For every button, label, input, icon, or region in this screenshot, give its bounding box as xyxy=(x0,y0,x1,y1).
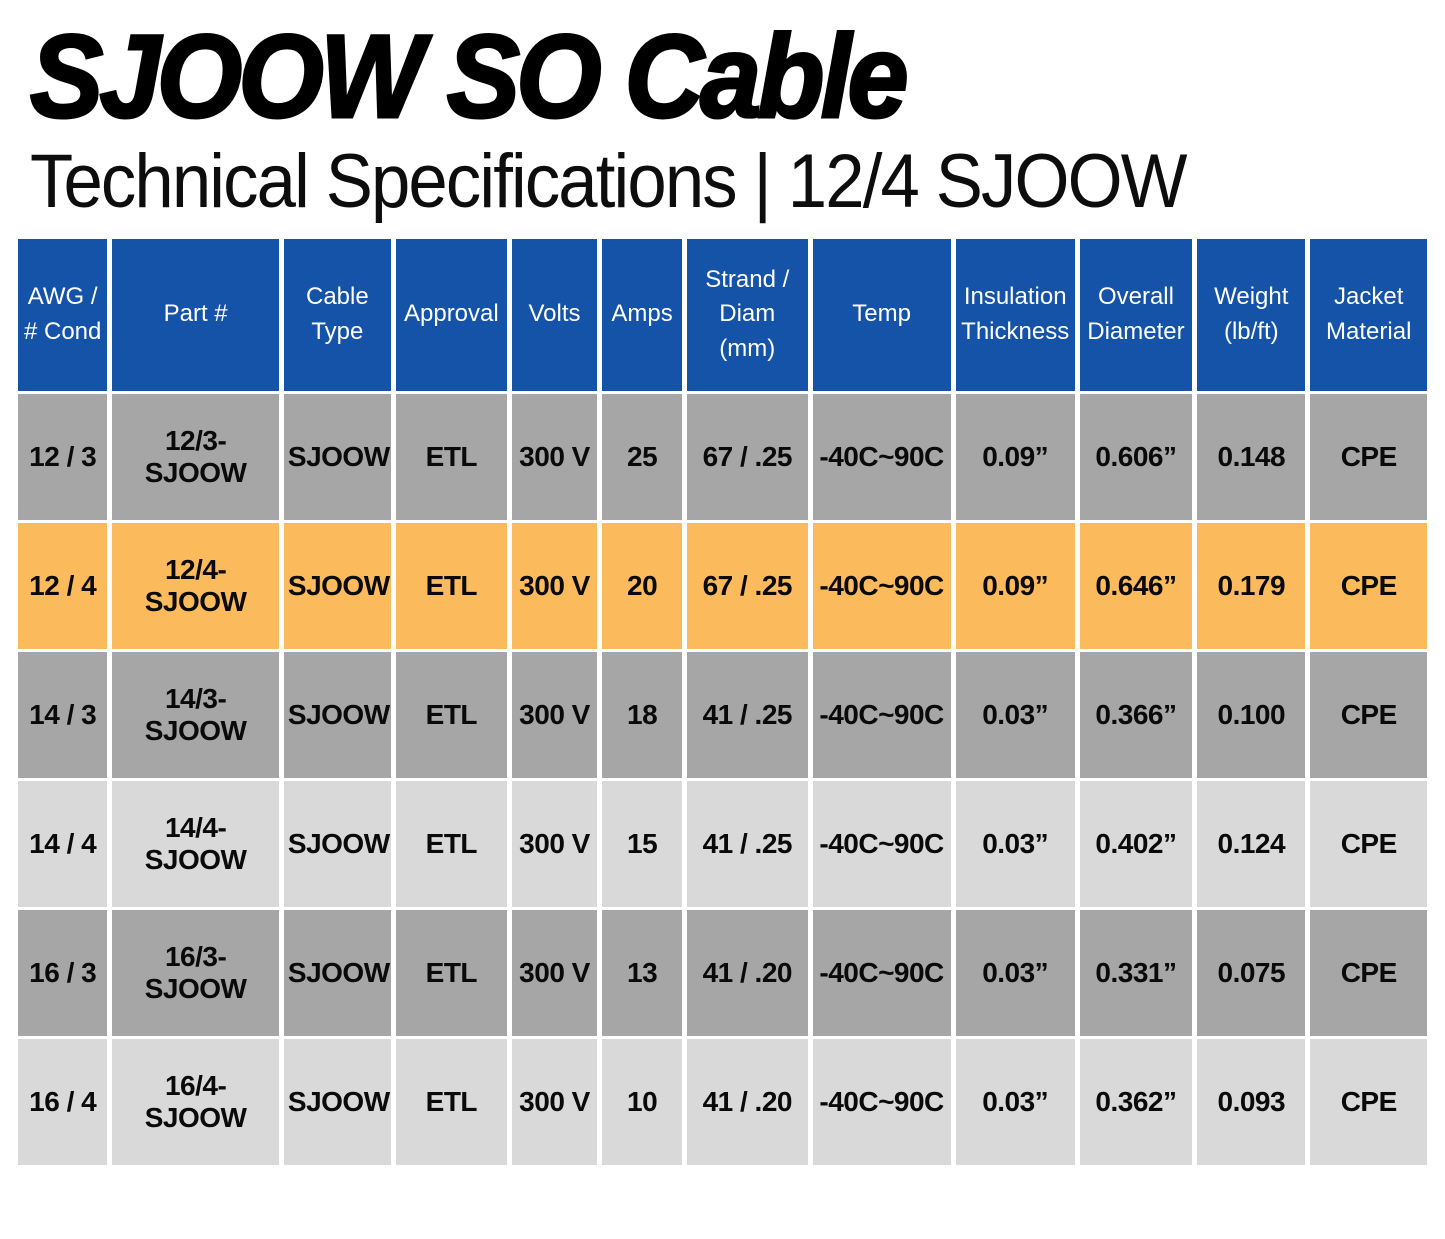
table-cell: CPE xyxy=(1310,393,1427,520)
column-header-jacket-material: Jacket Material xyxy=(1310,238,1427,391)
table-cell: SJOOW xyxy=(283,651,391,778)
table-cell: 10 xyxy=(602,1038,683,1165)
table-cell: CPE xyxy=(1310,780,1427,907)
page-title: SJOOW SO Cable xyxy=(29,11,910,143)
spec-table-header: AWG / # Cond Part # Cable Type Approval … xyxy=(18,238,1427,391)
column-header-weight: Weight (lb/ft) xyxy=(1197,238,1306,391)
table-cell: 16 / 4 xyxy=(18,1038,108,1165)
table-row: 12 / 3 12/3-SJOOW SJOOW ETL 300 V 25 67 / .25-… xyxy=(18,393,1427,520)
header-row: AWG / # Cond Part # Cable Type Approval … xyxy=(18,238,1427,391)
table-cell: 0.362” xyxy=(1079,1038,1193,1165)
table-cell: 16/3-SJOOW xyxy=(112,909,279,1036)
table-cell: 300 V xyxy=(511,909,598,1036)
table-cell: 300 V xyxy=(511,1038,598,1165)
table-cell: -40C~90C xyxy=(812,780,951,907)
table-cell: 0.075 xyxy=(1197,909,1306,1036)
table-cell: ETL xyxy=(395,909,507,1036)
spec-table: AWG / # Cond Part # Cable Type Approval … xyxy=(13,236,1432,1168)
table-cell: 16/4-SJOOW xyxy=(112,1038,279,1165)
table-cell: -40C~90C xyxy=(812,522,951,649)
column-header-awg-cond: AWG / # Cond xyxy=(18,238,108,391)
table-cell: 0.09” xyxy=(955,393,1075,520)
table-cell: -40C~90C xyxy=(812,651,951,778)
table-cell: ETL xyxy=(395,780,507,907)
table-cell: 0.124 xyxy=(1197,780,1306,907)
table-cell: 0.366” xyxy=(1079,651,1193,778)
table-row: 14 / 3 14/3-SJOOW SJOOW ETL 300 V 18 41 / .25-… xyxy=(18,651,1427,778)
table-cell: 12/3-SJOOW xyxy=(112,393,279,520)
table-cell: 20 xyxy=(602,522,683,649)
table-cell: 12 / 3 xyxy=(18,393,108,520)
table-cell: 12/4-SJOOW xyxy=(112,522,279,649)
table-cell: 41 / .25 xyxy=(687,651,808,778)
masthead: SJOOW SO Cable Technical Specifications … xyxy=(0,0,1445,222)
table-row: 12 / 4 12/4-SJOOW SJOOW ETL 300 V 20 67 / .25-… xyxy=(18,522,1427,649)
table-cell: 41 / .25 xyxy=(687,780,808,907)
column-header-cable-type: Cable Type xyxy=(283,238,391,391)
column-header-volts: Volts xyxy=(511,238,598,391)
table-cell: -40C~90C xyxy=(812,909,951,1036)
table-cell: ETL xyxy=(395,1038,507,1165)
table-cell: 14/3-SJOOW xyxy=(112,651,279,778)
table-cell: 0.646” xyxy=(1079,522,1193,649)
column-header-approval: Approval xyxy=(395,238,507,391)
table-cell: 0.03” xyxy=(955,780,1075,907)
page-subtitle: Technical Specifications | 12/4 SJOOW xyxy=(30,139,1187,224)
table-cell: 0.093 xyxy=(1197,1038,1306,1165)
table-cell: 300 V xyxy=(511,651,598,778)
table-cell: 0.03” xyxy=(955,909,1075,1036)
table-cell: 0.100 xyxy=(1197,651,1306,778)
table-row: 16 / 3 16/3-SJOOW SJOOW ETL 300 V 13 41 / .20-… xyxy=(18,909,1427,1036)
table-cell: SJOOW xyxy=(283,522,391,649)
table-cell: 13 xyxy=(602,909,683,1036)
table-cell: 0.606” xyxy=(1079,393,1193,520)
table-cell: 25 xyxy=(602,393,683,520)
table-cell: 14 / 3 xyxy=(18,651,108,778)
table-cell: 16 / 3 xyxy=(18,909,108,1036)
column-header-strand-diam: Strand / Diam (mm) xyxy=(687,238,808,391)
table-cell: 12 / 4 xyxy=(18,522,108,649)
table-row: 16 / 4 16/4-SJOOW SJOOW ETL 300 V 10 41 / .20-… xyxy=(18,1038,1427,1165)
table-cell: CPE xyxy=(1310,1038,1427,1165)
table-cell: 0.03” xyxy=(955,651,1075,778)
table-cell: 300 V xyxy=(511,393,598,520)
column-header-overall-diameter: Overall Diameter xyxy=(1079,238,1193,391)
table-cell: 14 / 4 xyxy=(18,780,108,907)
table-cell: 18 xyxy=(602,651,683,778)
table-cell: -40C~90C xyxy=(812,393,951,520)
table-cell: 41 / .20 xyxy=(687,909,808,1036)
table-cell: 67 / .25 xyxy=(687,393,808,520)
table-cell: -40C~90C xyxy=(812,1038,951,1165)
table-cell: CPE xyxy=(1310,651,1427,778)
column-header-insulation: Insulation Thickness xyxy=(955,238,1075,391)
table-cell: SJOOW xyxy=(283,909,391,1036)
table-cell: 67 / .25 xyxy=(687,522,808,649)
table-cell: ETL xyxy=(395,393,507,520)
table-cell: ETL xyxy=(395,522,507,649)
table-cell: SJOOW xyxy=(283,1038,391,1165)
table-cell: CPE xyxy=(1310,522,1427,649)
table-cell: 0.03” xyxy=(955,1038,1075,1165)
table-cell: 41 / .20 xyxy=(687,1038,808,1165)
spec-table-body: 12 / 3 12/3-SJOOW SJOOW ETL 300 V 25 67 / .25-… xyxy=(18,393,1427,1165)
table-cell: SJOOW xyxy=(283,780,391,907)
table-cell: SJOOW xyxy=(283,393,391,520)
table-cell: 0.402” xyxy=(1079,780,1193,907)
column-header-temp: Temp xyxy=(812,238,951,391)
table-cell: 0.179 xyxy=(1197,522,1306,649)
column-header-amps: Amps xyxy=(602,238,683,391)
table-cell: 14/4-SJOOW xyxy=(112,780,279,907)
table-cell: 0.148 xyxy=(1197,393,1306,520)
table-cell: 0.331” xyxy=(1079,909,1193,1036)
table-cell: CPE xyxy=(1310,909,1427,1036)
table-cell: 300 V xyxy=(511,780,598,907)
table-row: 14 / 4 14/4-SJOOW SJOOW ETL 300 V 15 41 / .25-… xyxy=(18,780,1427,907)
table-cell: 0.09” xyxy=(955,522,1075,649)
table-cell: ETL xyxy=(395,651,507,778)
column-header-part-number: Part # xyxy=(112,238,279,391)
table-cell: 300 V xyxy=(511,522,598,649)
table-cell: 15 xyxy=(602,780,683,907)
